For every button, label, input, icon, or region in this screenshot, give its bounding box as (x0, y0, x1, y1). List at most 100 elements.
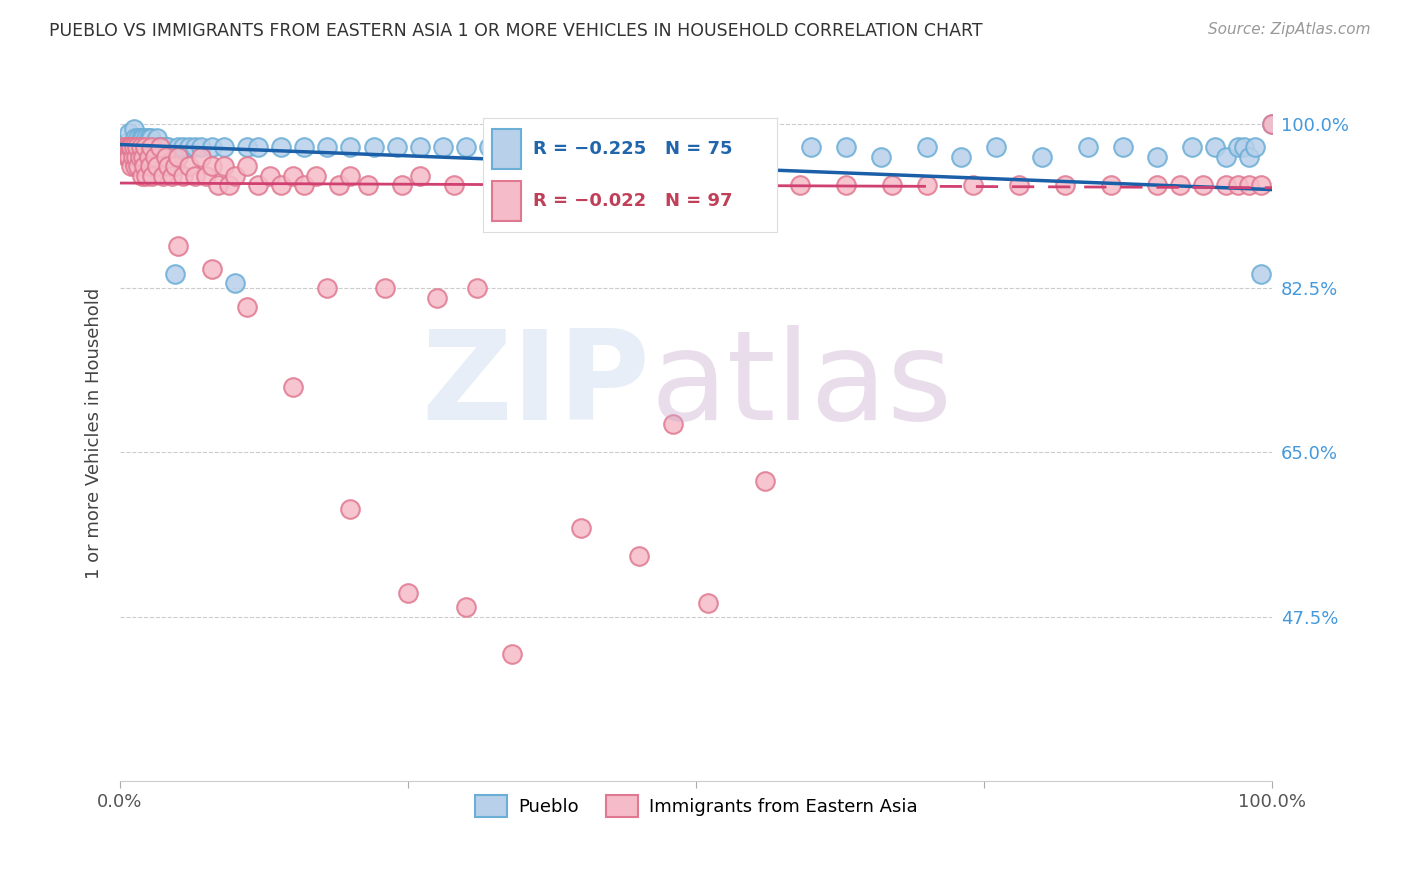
Point (157, 140, 180, 154)
Point (1244, 140, 1267, 154)
Point (157, 159, 180, 173)
Point (124, 131, 146, 145)
Point (1031, 150, 1053, 164)
Point (339, 169, 361, 183)
Point (165, 159, 187, 173)
Point (984, 140, 1007, 154)
Point (127, 131, 149, 145)
Point (754, 474, 776, 488)
Point (166, 140, 188, 154)
Point (138, 150, 160, 164)
Point (141, 150, 163, 164)
Point (512, 140, 534, 154)
Point (135, 169, 157, 183)
Point (118, 150, 141, 164)
Point (1077, 140, 1099, 154)
Point (125, 150, 148, 164)
Point (235, 140, 257, 154)
Point (190, 140, 212, 154)
Point (247, 178, 270, 192)
Point (1008, 178, 1031, 192)
Point (950, 150, 973, 164)
Point (224, 277, 246, 291)
Point (122, 140, 145, 154)
Point (201, 159, 224, 173)
Point (212, 140, 235, 154)
Point (605, 140, 627, 154)
Point (432, 140, 454, 154)
Point (1233, 140, 1256, 154)
Point (149, 140, 172, 154)
Point (1146, 178, 1168, 192)
Point (235, 300, 257, 314)
Point (754, 140, 776, 154)
Point (172, 140, 194, 154)
Point (627, 150, 650, 164)
Point (146, 140, 169, 154)
Point (135, 131, 157, 145)
Point (124, 159, 146, 173)
Point (292, 140, 315, 154)
Point (201, 262, 224, 277)
Point (1099, 178, 1122, 192)
Point (117, 140, 139, 154)
Point (134, 159, 156, 173)
Point (139, 159, 162, 173)
Point (1239, 178, 1261, 192)
Point (385, 140, 408, 154)
Point (800, 140, 823, 154)
Point (155, 140, 177, 154)
Point (569, 140, 592, 154)
Point (146, 159, 169, 173)
Point (131, 169, 153, 183)
Point (1250, 178, 1272, 192)
Point (962, 178, 984, 192)
Point (396, 586, 419, 600)
Point (138, 131, 160, 145)
Point (835, 178, 858, 192)
Point (146, 131, 169, 145)
Point (121, 140, 143, 154)
Point (201, 140, 224, 154)
Point (465, 281, 488, 295)
Point (720, 140, 742, 154)
Point (1053, 178, 1076, 192)
Point (207, 178, 229, 192)
Point (281, 169, 304, 183)
Point (662, 417, 685, 432)
Point (149, 140, 172, 154)
Point (128, 150, 150, 164)
Point (1192, 178, 1215, 192)
Point (195, 169, 218, 183)
Point (139, 140, 162, 154)
Point (115, 150, 138, 164)
Point (1215, 178, 1237, 192)
Point (547, 178, 569, 192)
Point (165, 267, 187, 281)
Point (627, 549, 650, 563)
Point (121, 159, 143, 173)
Text: PUEBLO VS IMMIGRANTS FROM EASTERN ASIA 1 OR MORE VEHICLES IN HOUSEHOLD CORRELATI: PUEBLO VS IMMIGRANTS FROM EASTERN ASIA 1… (49, 22, 983, 40)
Point (179, 159, 201, 173)
Point (112, 140, 135, 154)
Point (835, 140, 858, 154)
Point (408, 140, 430, 154)
Point (235, 159, 257, 173)
Point (129, 140, 152, 154)
Point (547, 140, 569, 154)
Point (1111, 140, 1133, 154)
Point (1250, 267, 1272, 281)
Point (1226, 178, 1249, 192)
Point (489, 178, 512, 192)
Point (1261, 117, 1284, 131)
Point (184, 140, 207, 154)
Point (1261, 117, 1284, 131)
Point (789, 178, 811, 192)
Point (134, 140, 156, 154)
Point (357, 178, 380, 192)
Point (218, 178, 240, 192)
Point (127, 159, 149, 173)
Point (127, 140, 149, 154)
Point (454, 140, 477, 154)
Point (155, 150, 177, 164)
